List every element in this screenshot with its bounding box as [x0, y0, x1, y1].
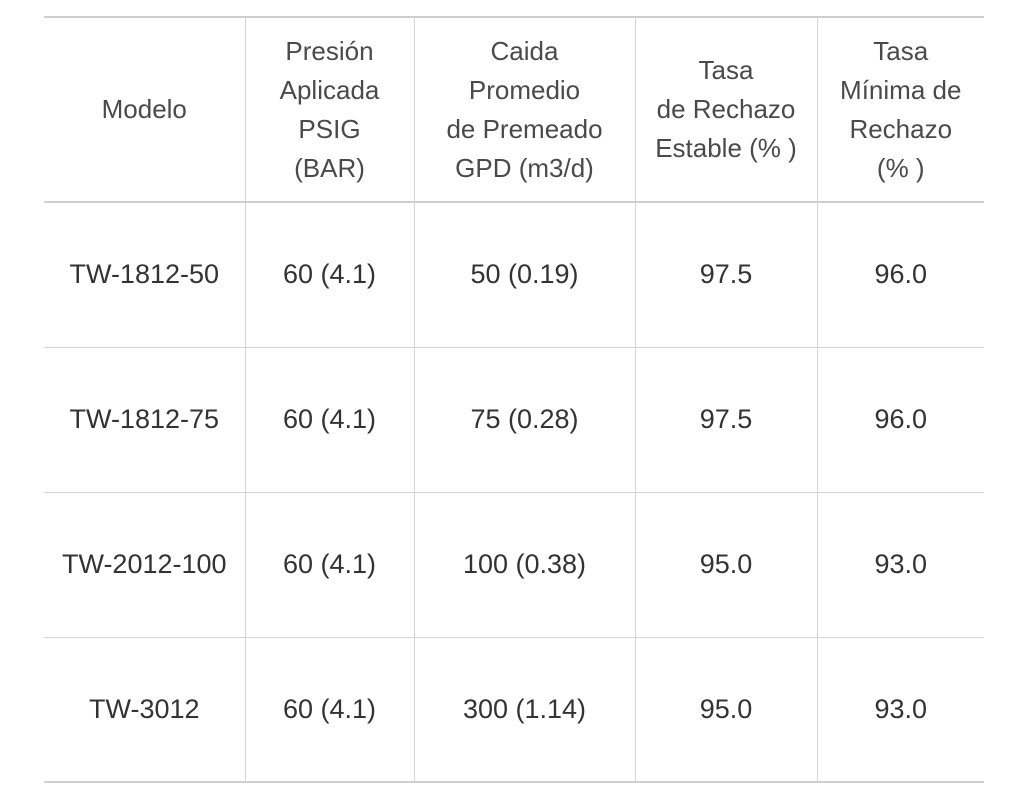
cell-modelo: TW-1812-75: [69, 404, 220, 434]
table-header: Modelo Presión Aplicada PSIG (BAR) Caida…: [44, 17, 984, 202]
cell-modelo: TW-3012: [88, 693, 200, 724]
cell-tasa-minima: 93.0: [816, 492, 984, 637]
cell-modelo: TW-2012-100: [61, 549, 227, 579]
cell-tasa-estable: 95.0: [634, 637, 817, 782]
table-row: TW-3012 60 (4.1) 300 (1.14) 95.0 93.0: [44, 637, 984, 782]
table-row: TW-1812-50 60 (4.1) 50 (0.19) 97.5 96.0: [44, 202, 984, 347]
cell-presion: 60 (4.1): [244, 347, 414, 492]
cell-modelo: TW-1812-50: [69, 259, 220, 290]
cell-tasa-minima: 96.0: [816, 347, 984, 492]
header-presion-aplicada: Presión Aplicada PSIG (BAR): [244, 17, 414, 202]
header-modelo: Modelo: [101, 94, 187, 124]
header-tasa-rechazo-estable: Tasa de Rechazo Estable (% ): [634, 17, 817, 202]
header-row: Modelo Presión Aplicada PSIG (BAR) Caida…: [44, 17, 984, 202]
cell-caida: 300 (1.14): [413, 637, 635, 782]
cell-tasa-minima: 93.0: [816, 637, 984, 782]
cell-tasa-estable: 97.5: [634, 202, 817, 347]
cell-presion: 60 (4.1): [244, 637, 414, 782]
table-body: TW-1812-50 60 (4.1) 50 (0.19) 97.5 96.0 …: [44, 202, 984, 782]
cell-presion: 60 (4.1): [244, 202, 414, 347]
table-row: TW-2012-100 60 (4.1) 100 (0.38) 95.0 93.…: [44, 492, 984, 637]
cell-caida: 75 (0.28): [413, 347, 635, 492]
specifications-table: Modelo Presión Aplicada PSIG (BAR) Caida…: [44, 16, 984, 783]
header-tasa-minima-rechazo: Tasa Mínima de Rechazo (% ): [816, 17, 984, 202]
cell-tasa-minima: 96.0: [816, 202, 984, 347]
cell-presion: 60 (4.1): [244, 492, 414, 637]
cell-caida: 100 (0.38): [413, 492, 635, 637]
cell-caida: 50 (0.19): [413, 202, 635, 347]
cell-tasa-estable: 97.5: [634, 347, 817, 492]
cell-tasa-estable: 95.0: [634, 492, 817, 637]
table-row: TW-1812-75 60 (4.1) 75 (0.28) 97.5 96.0: [44, 347, 984, 492]
header-caida-promedio: Caida Promedio de Premeado GPD (m3/d): [413, 17, 635, 202]
